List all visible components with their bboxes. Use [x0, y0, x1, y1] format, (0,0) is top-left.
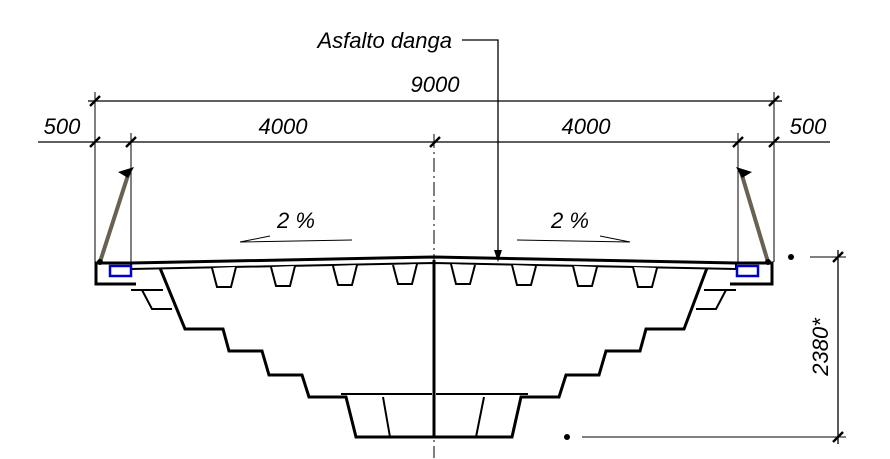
dimension-tick [732, 136, 744, 148]
right-slope-label: 2 % [550, 208, 589, 233]
rib [572, 265, 598, 287]
left-railing-cap [118, 167, 134, 178]
step-line [475, 396, 485, 438]
rib [450, 263, 476, 285]
dimension-tick [768, 136, 780, 148]
right-edge-beam [730, 261, 774, 286]
left-slope-indicator: 2 % [239, 208, 353, 243]
overall-width-label: 9000 [411, 72, 461, 97]
bottom-flange [390, 260, 476, 439]
left-edge-detail [94, 167, 136, 286]
right-slope-indicator: 2 % [516, 208, 631, 243]
left-web-outline [158, 267, 390, 439]
rib [332, 264, 358, 286]
dimension-tick [832, 251, 844, 263]
rib [632, 266, 658, 288]
trapezoidal-ribs [211, 263, 658, 288]
top-reference-dot [788, 254, 794, 260]
left-stepped-web [131, 267, 432, 439]
leader-arrowhead [494, 250, 502, 262]
dimension-tick [89, 136, 101, 148]
right-edge-detail [730, 167, 774, 286]
asphalt-top-line [130, 255, 737, 265]
dimension-tick [768, 95, 780, 107]
left-railing-base [97, 259, 103, 265]
left-slope-label: 2 % [276, 208, 315, 233]
right-drain [735, 264, 760, 278]
dimension-tick [429, 136, 441, 148]
right-stepped-web [436, 267, 736, 439]
step-line [382, 396, 391, 438]
right-railing-post [739, 171, 770, 263]
left-railing-post [98, 171, 131, 263]
depth-label: 2380* [808, 317, 833, 377]
asphalt-callout-label: Asfalto danga [315, 28, 452, 53]
dimension-tick [125, 136, 137, 148]
rib [211, 266, 237, 288]
right-railing-base [765, 259, 771, 265]
step-line [141, 289, 172, 310]
left-edge-beam [94, 261, 136, 286]
overall-dimension: 9000 [88, 72, 782, 262]
dimension-tick [89, 95, 101, 107]
right-slope-arrow [516, 235, 631, 243]
step-line [696, 289, 727, 310]
left-edge-width-label: 500 [44, 114, 81, 139]
right-lane-width-label: 4000 [562, 114, 612, 139]
left-drain [108, 264, 133, 278]
right-railing-cap [736, 167, 752, 178]
rib [392, 263, 418, 285]
bottom-reference-dot [564, 434, 570, 440]
dimension-tick [832, 431, 844, 443]
left-lane-width-label: 4000 [259, 114, 309, 139]
asphalt-callout: Asfalto danga [315, 28, 502, 262]
depth-dimension: 2380* [564, 250, 846, 444]
right-web-outline [476, 267, 709, 439]
right-edge-width-label: 500 [790, 114, 827, 139]
rib [511, 264, 537, 286]
rib [270, 265, 296, 287]
left-slope-arrow [239, 235, 353, 243]
asphalt-leader-line [462, 39, 499, 258]
